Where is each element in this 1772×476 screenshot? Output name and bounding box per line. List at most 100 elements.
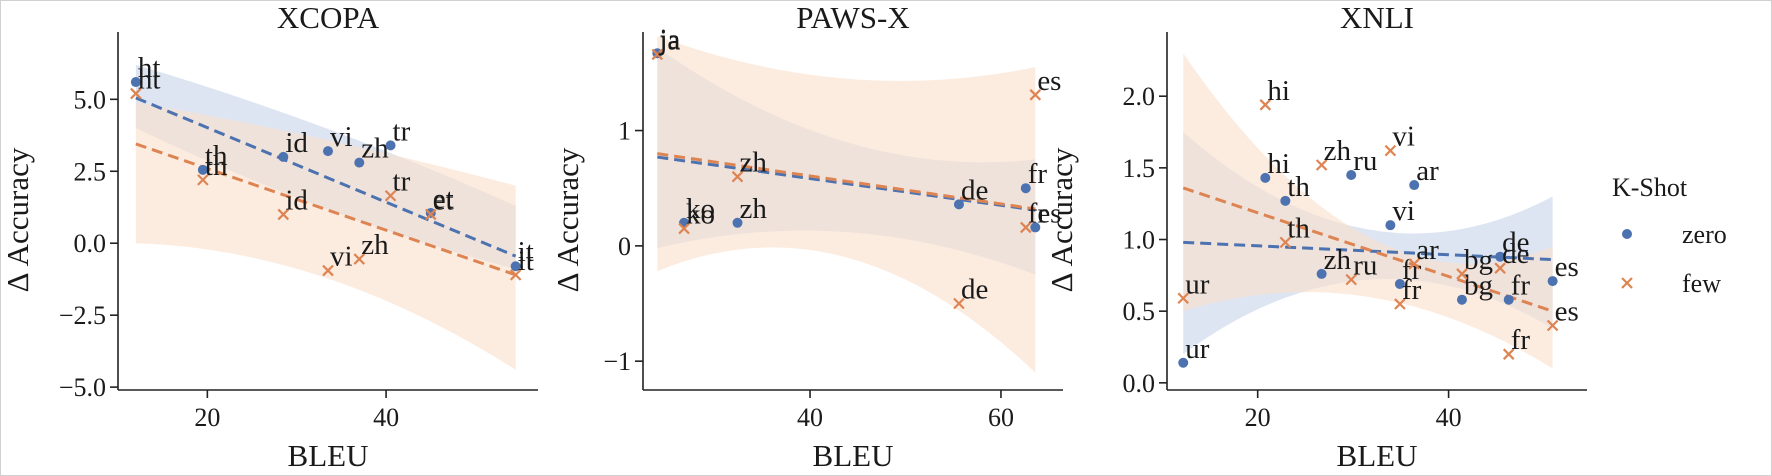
- data-point-zero: [197, 164, 208, 175]
- data-point-few: [353, 253, 366, 265]
- point-label-zero: ur: [1185, 333, 1210, 365]
- regression-line-few: [1182, 186, 1554, 313]
- data-point-few-stroke: [197, 174, 209, 186]
- data-point-zero: [1260, 172, 1271, 183]
- data-point-zero: [1030, 222, 1041, 233]
- point-label-few: es: [1037, 65, 1061, 97]
- regression-line-zero: [657, 155, 1036, 212]
- data-point-zero: [354, 157, 365, 168]
- y-tick-label: 0.0: [1123, 369, 1156, 398]
- point-label-zero: hi: [1267, 148, 1290, 180]
- point-label-few: ru: [1353, 250, 1377, 282]
- data-point-zero: [1547, 276, 1558, 287]
- data-point-few: [1029, 89, 1042, 101]
- y-tick-label: 0: [618, 232, 631, 261]
- data-point-zero: [1020, 183, 1031, 194]
- data-point-few-stroke: [731, 170, 744, 183]
- regression-line-zero: [135, 96, 517, 258]
- data-point-few-stroke: [1279, 236, 1292, 249]
- point-label-few: fr: [1511, 324, 1531, 356]
- data-point-few: [197, 174, 209, 186]
- data-point-zero: [1385, 220, 1396, 231]
- point-label-few: zh: [361, 229, 389, 261]
- point-label-few: it: [518, 245, 534, 277]
- y-axis-label-xnli: Δ Accuracy: [1044, 147, 1079, 292]
- x-axis-label-paws-x: BLEU: [813, 438, 894, 473]
- data-point-few: [509, 269, 522, 281]
- data-point-few-stroke: [1546, 319, 1559, 332]
- data-point-zero: [1316, 268, 1327, 279]
- data-point-zero: [1394, 278, 1405, 289]
- point-label-few: tr: [393, 166, 411, 198]
- data-point-few-stroke: [353, 253, 366, 265]
- point-label-zero: de: [1502, 227, 1529, 259]
- data-point-few-stroke: [1502, 348, 1515, 360]
- data-point-zero: [130, 77, 141, 88]
- point-label-few: th: [1287, 212, 1310, 244]
- marks-xnli: 0.00.51.01.52.020 40urhithzhruvifrarbgdef…: [1123, 32, 1587, 432]
- legend-label-zero: zero: [1682, 220, 1727, 249]
- point-label-few: bg: [1464, 244, 1493, 276]
- x-tick-label: 40: [373, 403, 399, 432]
- data-point-zero: [1178, 357, 1189, 368]
- legend-marker-zero: [1622, 229, 1632, 239]
- data-point-few-stroke: [1408, 258, 1421, 270]
- data-point-few-stroke: [277, 208, 290, 221]
- panel-title-xnli: XNLI: [1340, 0, 1414, 35]
- point-label-zero: tr: [393, 115, 411, 147]
- data-point-few-stroke: [384, 189, 397, 202]
- data-point-few: [1408, 258, 1421, 270]
- y-tick-label: 0.5: [1123, 297, 1156, 326]
- data-point-few-stroke: [1315, 159, 1328, 171]
- point-label-few: ko: [686, 199, 715, 231]
- legend: K-Shot zero few: [1612, 173, 1727, 298]
- data-point-few: [678, 222, 690, 235]
- data-point-few-stroke: [130, 87, 142, 100]
- data-point-few: [651, 48, 664, 61]
- point-label-few: es: [1555, 296, 1579, 328]
- point-label-few: fr: [1402, 274, 1422, 306]
- point-label-zero: vi: [1392, 195, 1415, 227]
- data-point-zero: [1346, 170, 1357, 181]
- data-point-few: [424, 208, 437, 221]
- point-label-few: ur: [1185, 268, 1210, 300]
- panel-xnli: 0.00.51.01.52.020 40urhithzhruvifrarbgdef…: [1044, 0, 1587, 473]
- point-label-few: fr: [1028, 197, 1048, 229]
- x-tick-label: 60: [988, 403, 1014, 432]
- point-label-zero: zh: [740, 193, 768, 225]
- point-label-few: de: [1502, 238, 1529, 270]
- point-label-zero: ht: [138, 52, 161, 84]
- point-label-zero: ar: [1416, 155, 1439, 187]
- y-tick-label: 1: [618, 117, 631, 146]
- x-tick-label: 20: [194, 403, 220, 432]
- point-label-few: ht: [138, 64, 161, 96]
- panel-title-paws-x: PAWS-X: [796, 0, 910, 35]
- data-point-few-stroke: [651, 48, 664, 61]
- data-point-few: [1019, 221, 1032, 234]
- data-point-few-stroke: [1345, 273, 1358, 286]
- point-label-zero: fr: [1511, 270, 1531, 302]
- y-tick-label: −5.0: [59, 373, 106, 402]
- point-label-zero: th: [205, 140, 228, 172]
- y-tick-label: −1: [603, 347, 631, 376]
- point-label-few: ja: [658, 24, 680, 56]
- point-label-few: de: [961, 274, 988, 306]
- point-label-zero: bg: [1464, 270, 1493, 302]
- y-tick-label: 2.0: [1123, 82, 1156, 111]
- regression-line-few: [657, 152, 1036, 211]
- data-point-few-stroke: [1019, 221, 1032, 234]
- legend-title: K-Shot: [1612, 173, 1688, 202]
- data-point-few: [1279, 236, 1292, 249]
- y-tick-label: 0.0: [74, 229, 107, 258]
- y-axis-label-paws-x: Δ Accuracy: [550, 147, 585, 292]
- point-label-zero: vi: [330, 121, 353, 153]
- point-label-few: hi: [1267, 75, 1290, 107]
- data-point-zero: [1503, 294, 1514, 305]
- data-point-zero: [953, 199, 964, 210]
- y-tick-label: 5.0: [74, 85, 107, 114]
- data-point-few: [1315, 159, 1328, 171]
